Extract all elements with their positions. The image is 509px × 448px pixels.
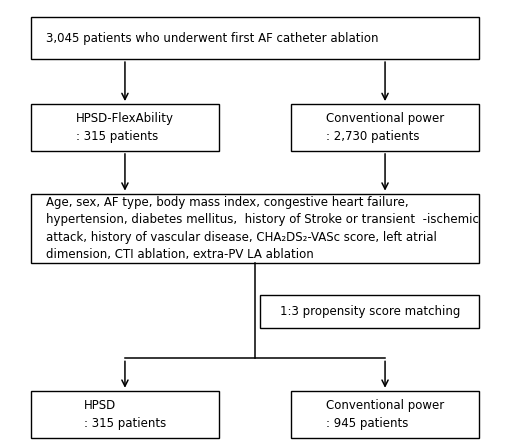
Text: HPSD
: 315 patients: HPSD : 315 patients	[83, 399, 166, 430]
Text: Conventional power
: 2,730 patients: Conventional power : 2,730 patients	[325, 112, 443, 143]
Text: Age, sex, AF type, body mass index, congestive heart failure,
hypertension, diab: Age, sex, AF type, body mass index, cong…	[46, 196, 478, 261]
FancyBboxPatch shape	[31, 104, 219, 151]
FancyBboxPatch shape	[290, 104, 478, 151]
Text: 3,045 patients who underwent first AF catheter ablation: 3,045 patients who underwent first AF ca…	[46, 31, 378, 45]
FancyBboxPatch shape	[260, 295, 478, 328]
Text: Conventional power
: 945 patients: Conventional power : 945 patients	[325, 399, 443, 430]
FancyBboxPatch shape	[31, 391, 219, 438]
FancyBboxPatch shape	[31, 17, 478, 59]
FancyBboxPatch shape	[31, 194, 478, 263]
Text: 1:3 propensity score matching: 1:3 propensity score matching	[279, 305, 459, 318]
FancyBboxPatch shape	[290, 391, 478, 438]
Text: HPSD-FlexAbility
: 315 patients: HPSD-FlexAbility : 315 patients	[76, 112, 174, 143]
